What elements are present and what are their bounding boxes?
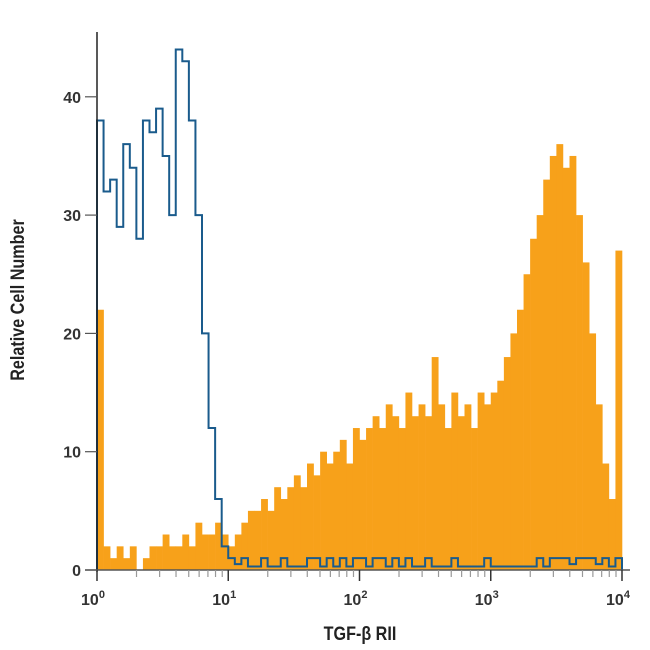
stained-bar [280,499,288,570]
stained-bar [464,404,472,570]
x-tick-label: 103 [475,589,499,609]
stained-bar [103,546,111,570]
y-ticks: 0 10 20 30 40 [63,90,97,580]
stained-bar [484,404,492,570]
stained-bar [359,439,367,570]
stained-bar [307,463,314,570]
stained-bar [267,510,275,570]
stained-bar [293,475,301,570]
stained-bar [582,262,590,570]
stained-bar [129,546,137,570]
stained-bar [208,534,216,570]
stained-bar [490,392,498,570]
stained-bar [366,428,373,570]
isotype-series-line [96,48,623,570]
stained-bar [339,439,347,570]
stained-bar [110,558,117,570]
stained-bar [156,546,163,570]
stained-bar [261,499,268,570]
stained-bar [444,428,452,570]
stained-bar [175,546,183,570]
x-tick-label: 101 [212,589,236,609]
stained-bar [497,380,505,570]
stained-bar [162,534,170,570]
x-ticks: 100 101 102 103 104 [81,570,631,609]
stained-bar [241,522,249,570]
stained-bar [517,309,524,570]
stained-bar [602,463,610,570]
x-tick-label: 102 [344,589,368,609]
stained-bar [300,487,308,570]
stained-bar [346,463,354,570]
stained-bar [510,333,518,570]
stained-bar [431,357,439,570]
stained-bar [142,558,150,570]
stained-bar [274,487,282,570]
stained-bar [188,546,196,570]
stained-bar [615,250,623,570]
stained-bar [379,428,387,570]
stained-bar [372,416,380,570]
stained-bar [352,428,360,570]
stained-bar [398,428,406,570]
y-tick-label: 30 [63,208,81,225]
stained-bar [215,522,222,570]
stained-bar [589,333,597,570]
stained-bar [116,546,124,570]
stained-bar [313,475,321,570]
stained-bar [503,357,511,570]
stained-bar [320,451,327,570]
stained-bar [425,416,432,570]
stained-bar [405,392,413,570]
stained-bar [326,463,334,570]
x-axis-title: TGF-β RII [324,623,397,645]
stained-bar [247,510,255,570]
stained-bar [254,510,262,570]
stained-bar [536,215,544,570]
stained-bar [202,534,209,570]
stained-bar [195,522,203,570]
stained-series [97,144,623,571]
stained-bar [569,155,577,570]
stained-bar [149,546,157,570]
stained-bar [562,167,570,570]
y-tick-label: 40 [63,90,81,107]
y-axis-title: Relative Cell Number [7,219,29,381]
stained-bar [287,487,295,570]
stained-bar [97,309,104,570]
stained-bar [169,546,177,570]
y-tick-label: 0 [72,563,81,580]
x-tick-label: 100 [81,589,105,609]
stained-bar [477,392,485,570]
stained-bar [451,392,459,570]
stained-bar [543,179,551,571]
stained-bar [576,215,583,570]
stained-bar [418,404,426,570]
stained-bar [333,451,341,570]
stained-bar [556,144,564,570]
stained-bar [608,499,616,570]
stained-bar [471,428,478,570]
stained-bar [385,404,393,570]
stained-bar [530,238,537,570]
stained-bar [549,155,557,570]
stained-bar [234,534,242,570]
stained-bar [221,534,229,570]
stained-bar [438,404,446,570]
stained-bar [392,416,400,570]
stained-bar [457,416,465,570]
stained-bar [412,416,419,570]
stained-bar [123,558,131,570]
y-tick-label: 20 [63,326,81,343]
stained-bar [182,534,190,570]
stained-bar [523,274,531,570]
y-tick-label: 10 [63,445,81,462]
x-tick-label: 104 [606,589,631,609]
stained-bar [595,404,603,570]
